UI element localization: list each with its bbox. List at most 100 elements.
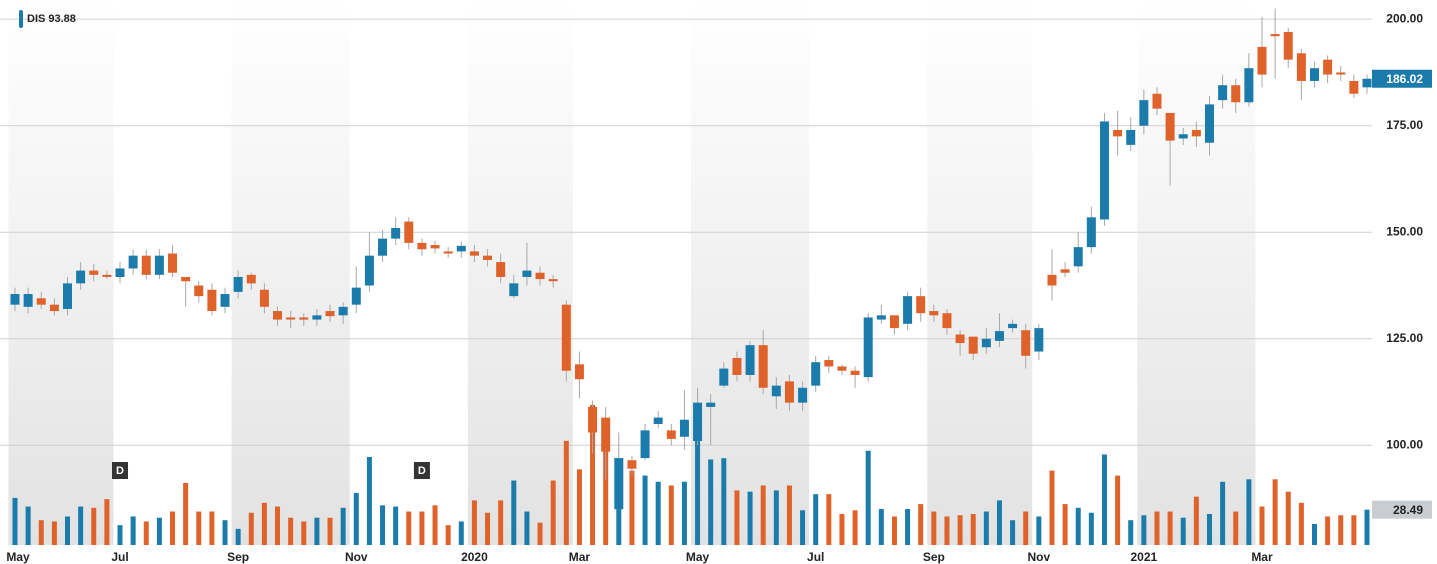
volume-bar xyxy=(78,506,84,545)
y-tick-label: 200.00 xyxy=(1386,11,1423,25)
volume-bar xyxy=(380,505,386,545)
x-tick-label: 2021 xyxy=(1131,550,1158,564)
volume-bar xyxy=(1364,509,1370,545)
volume-bar xyxy=(117,525,123,545)
volume-bar xyxy=(668,485,674,545)
volume-bar xyxy=(156,517,162,545)
volume-bar xyxy=(629,470,635,545)
shade-band xyxy=(691,0,810,545)
volume-label-box xyxy=(1372,500,1432,519)
candle-body xyxy=(784,381,794,403)
volume-bar xyxy=(747,491,753,545)
volume-bar xyxy=(996,500,1002,545)
candle-body xyxy=(994,331,1004,341)
ticker-marker xyxy=(19,10,23,28)
candle-body xyxy=(1086,217,1096,248)
volume-bar xyxy=(170,511,176,545)
shade-band xyxy=(467,0,573,545)
volume-bar xyxy=(261,502,267,545)
candle-body xyxy=(1270,34,1280,37)
candle-body xyxy=(916,296,926,314)
volume-bar xyxy=(1075,507,1081,545)
volume-bar xyxy=(695,407,701,545)
volume-bar xyxy=(1193,496,1199,545)
volume-bar xyxy=(327,517,333,545)
candle-body xyxy=(128,255,138,269)
candle-body xyxy=(1047,274,1057,286)
candle-body xyxy=(115,268,125,277)
candle-body xyxy=(1126,129,1136,145)
candle-body xyxy=(876,315,886,320)
volume-label: 28.49 xyxy=(1393,503,1423,517)
candle-body xyxy=(1113,129,1123,137)
candle-body xyxy=(824,360,834,367)
candle-body xyxy=(181,276,191,282)
candle-body xyxy=(693,402,703,442)
volume-bar xyxy=(104,499,110,545)
candle-body xyxy=(312,315,322,320)
volume-bar xyxy=(314,517,320,545)
candle-body xyxy=(1362,78,1372,88)
volume-bar xyxy=(288,517,294,545)
candle-body xyxy=(207,289,217,312)
volume-bar xyxy=(51,521,57,545)
volume-bar xyxy=(957,515,963,545)
volume-bar xyxy=(1259,506,1265,545)
volume-bar xyxy=(485,512,491,545)
candle-body xyxy=(168,253,178,273)
price-label: 186.02 xyxy=(1386,72,1423,86)
volume xyxy=(12,404,1370,545)
volume-bar xyxy=(1154,511,1160,545)
volume-bar xyxy=(590,404,596,545)
candle-body xyxy=(1060,269,1070,273)
x-tick-label: Nov xyxy=(1028,550,1051,564)
x-tick-label: Sep xyxy=(923,550,945,564)
candle-body xyxy=(1257,46,1267,75)
volume-bar xyxy=(275,506,281,545)
y-tick-label: 125.00 xyxy=(1386,331,1423,345)
volume-bar xyxy=(537,522,543,545)
candle-body xyxy=(364,255,374,286)
candle-body xyxy=(535,272,545,280)
candle-body xyxy=(49,304,59,312)
volume-bar xyxy=(1049,470,1055,545)
candle-body xyxy=(1204,104,1214,143)
volume-bar xyxy=(1180,517,1186,545)
volume-bar xyxy=(91,507,97,545)
candle-body xyxy=(36,298,46,305)
volume-bar xyxy=(1285,491,1291,545)
y-tick-label: 175.00 xyxy=(1386,118,1423,132)
volume-bar xyxy=(432,505,438,545)
volume-bar xyxy=(1167,511,1173,545)
candle-body xyxy=(561,304,571,371)
volume-bar xyxy=(1338,515,1344,545)
candle-body xyxy=(351,287,361,305)
candle-body xyxy=(102,274,112,277)
candle-body xyxy=(1034,328,1044,352)
annotation-box xyxy=(413,462,430,479)
volume-bar xyxy=(209,511,215,545)
candle-body xyxy=(798,387,808,403)
volume-bar xyxy=(773,490,779,545)
volume-bar xyxy=(721,458,727,545)
annotation: D xyxy=(116,465,124,477)
volume-bar xyxy=(681,481,687,545)
volume-bar xyxy=(393,506,399,545)
volume-bar xyxy=(839,514,845,545)
candle-body xyxy=(1008,323,1018,329)
candle-body xyxy=(522,270,532,277)
candle-body xyxy=(325,311,335,317)
volume-bar xyxy=(1115,475,1121,545)
volume-bar xyxy=(196,511,202,545)
volume-bar xyxy=(1298,502,1304,545)
volume-bar xyxy=(891,516,897,545)
volume-bar xyxy=(905,509,911,545)
candle-body xyxy=(1283,31,1293,60)
volume-bar xyxy=(458,521,464,545)
candle-body xyxy=(391,227,401,239)
candle-body xyxy=(430,245,440,249)
candle-body xyxy=(194,285,204,297)
candle-body xyxy=(404,221,414,243)
candle-body xyxy=(837,366,847,371)
